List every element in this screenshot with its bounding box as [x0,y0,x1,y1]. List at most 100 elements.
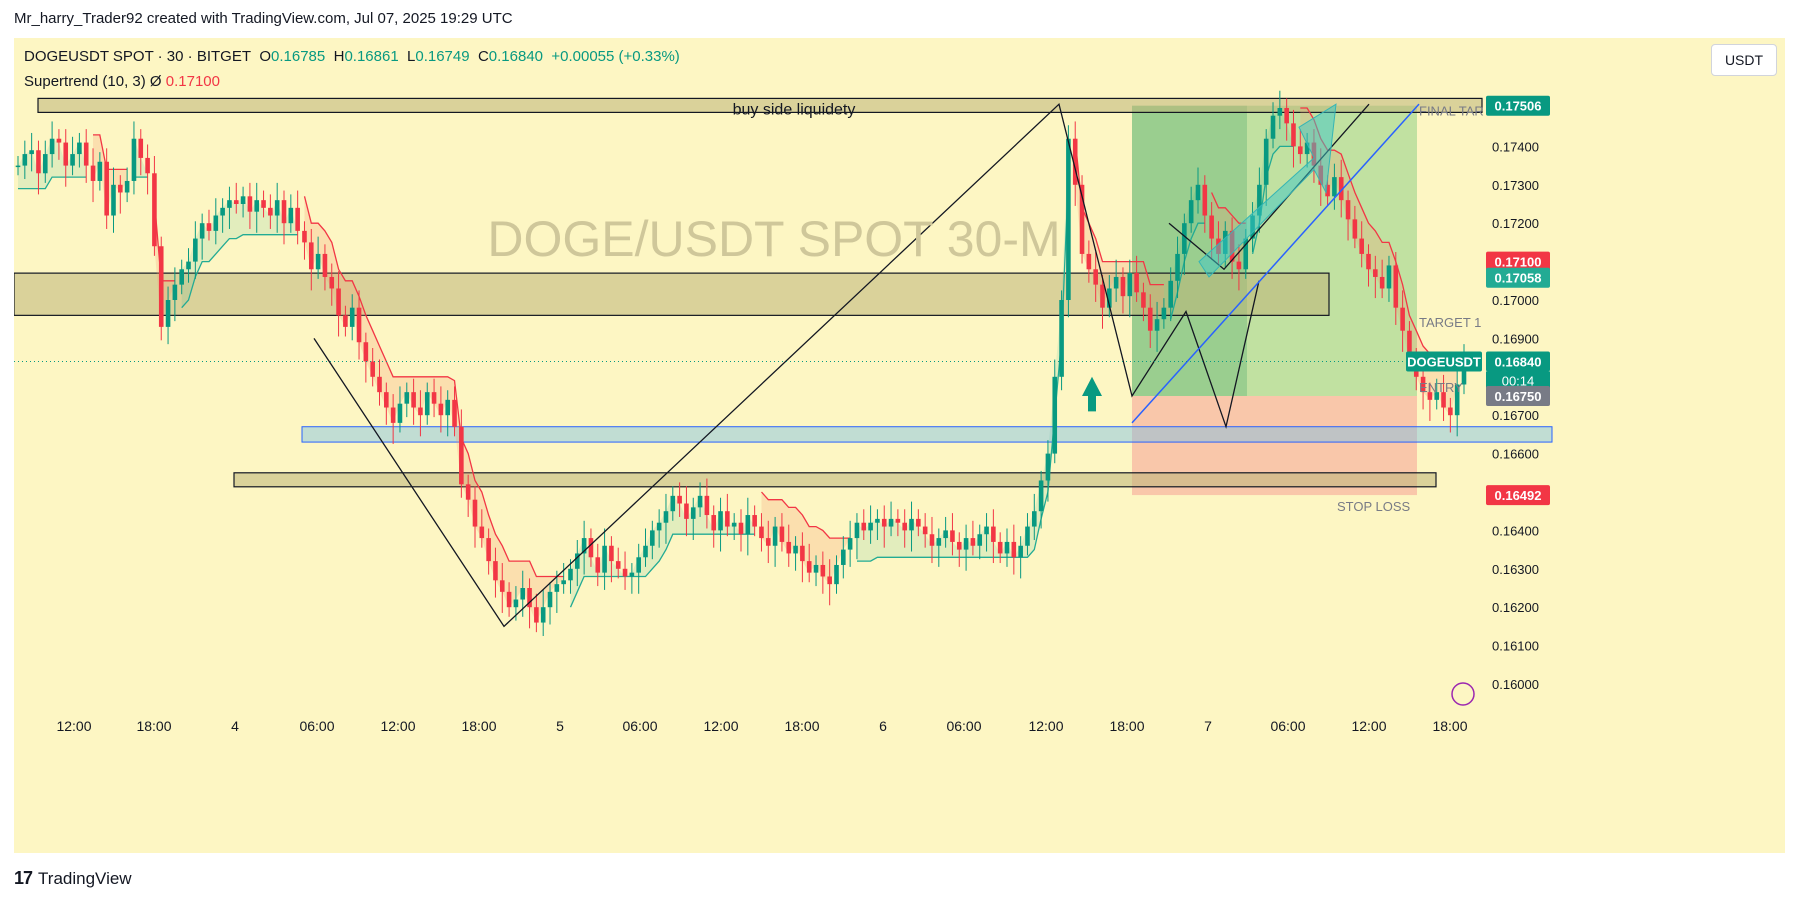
candle-body [506,591,512,608]
y-tick-label: 0.16000 [1492,677,1539,692]
currency-button[interactable]: USDT [1711,44,1777,76]
candle-body [1093,269,1098,285]
candle-body [615,561,621,569]
candle-body [1454,384,1460,416]
x-tick-label: 18:00 [784,718,819,734]
candle-body [1079,184,1085,254]
candle-body [111,184,116,216]
candle-body [1284,108,1289,124]
candle-body [1236,261,1242,270]
candle-body [370,361,375,377]
candle-body [581,538,587,554]
candle-body [575,553,580,569]
candle-body [820,564,826,577]
x-tick-label: 4 [231,718,239,734]
candle-body [629,572,635,577]
candle-body [295,207,300,231]
candle-body [568,568,573,581]
indicator-legend[interactable]: Supertrend (10, 3) Ø 0.17100 [24,73,220,90]
candle-body [1147,307,1153,331]
price-label-box [1486,485,1550,506]
candle-body [670,495,676,512]
settings-icon[interactable]: Ø [149,73,162,90]
candle-body [609,545,614,562]
y-tick-label: 0.16100 [1492,639,1539,654]
supertrend-fill [1211,192,1246,270]
candle-body [343,315,348,327]
y-tick-label: 0.16300 [1492,562,1539,577]
candle-body [1393,265,1399,308]
candle-body [1120,276,1126,297]
price-label-box [1486,386,1550,406]
candle-body [547,591,553,608]
supertrend-line [18,176,87,190]
chart-panel[interactable]: buy side liquidety FINAL TAR TARGET 1 ENTR… [14,38,1785,853]
candle-body [786,541,792,554]
candle-body [70,154,75,166]
candle-body [452,399,457,427]
candle-body [847,538,853,550]
y-tick-label: 0.17300 [1492,178,1539,193]
candle-body [1031,511,1037,527]
supertrend-fill [93,134,128,216]
candle-body [15,165,21,168]
price-label-box [1486,267,1550,288]
symbol-label[interactable]: DOGEUSDT SPOT · 30 · BITGET [24,48,251,65]
candle-body [690,507,696,519]
candle-body [909,518,914,531]
candle-body [745,515,751,535]
candle-body [991,526,996,542]
x-tick-label: 18:00 [1432,718,1467,734]
candle-body [404,392,410,404]
x-tick-label: 12:00 [1351,718,1386,734]
supertrend-fill [304,196,564,623]
candle-body [1100,284,1105,308]
candle-body [1018,545,1023,558]
candle-body [418,407,423,416]
high-value: 0.16861 [344,48,399,65]
candle-body [1304,142,1310,155]
candle-body [49,138,55,155]
candle-body [650,530,655,546]
candle-body [663,511,669,523]
candle-body [472,499,478,527]
candle-body [1461,361,1467,385]
candle-body [806,561,812,573]
candle-body [281,200,287,224]
candle-body [152,173,157,247]
drawings-layer: FINAL TAR TARGET 1 ENTRY STOP LOSS [14,102,1484,706]
candle-body [63,142,69,166]
x-tick-label: 18:00 [1109,718,1144,734]
candle-body [827,576,832,585]
candle-body [854,522,860,539]
zone-label: buy side liquidety [733,101,856,118]
chart-canvas[interactable]: buy side liquidety FINAL TAR TARGET 1 ENTR… [14,38,1785,853]
low-value: 0.16749 [415,48,470,65]
candle-body [288,207,294,224]
candle-body [1072,138,1078,185]
tradingview-logo[interactable]: 17 TradingView [14,868,132,889]
candle-body [138,138,144,158]
candle-body [916,518,921,527]
candle-body [841,549,846,565]
supertrend-fill [857,138,1069,562]
candle-body [268,207,273,216]
candle-body [1059,300,1064,377]
symbol-tag-text: DOGEUSDT [1407,354,1481,369]
ohlc-legend: DOGEUSDT SPOT · 30 · BITGET O0.16785 H0.… [24,48,680,65]
candle-body [895,518,901,523]
candle-body [227,200,232,208]
candle-body [1161,307,1167,320]
x-tick-label: 7 [1204,718,1212,734]
candle-body [131,138,137,181]
close-label: C [477,48,489,65]
candle-body [1386,265,1392,289]
price-label-text: 0.16750 [1495,389,1542,404]
candle-body [274,200,280,216]
candle-body [186,261,191,270]
candle-body [929,534,935,546]
candle-body [602,545,607,573]
y-tick-label: 0.17200 [1492,216,1539,231]
candle-body [145,157,150,174]
high-label: H [333,48,345,65]
